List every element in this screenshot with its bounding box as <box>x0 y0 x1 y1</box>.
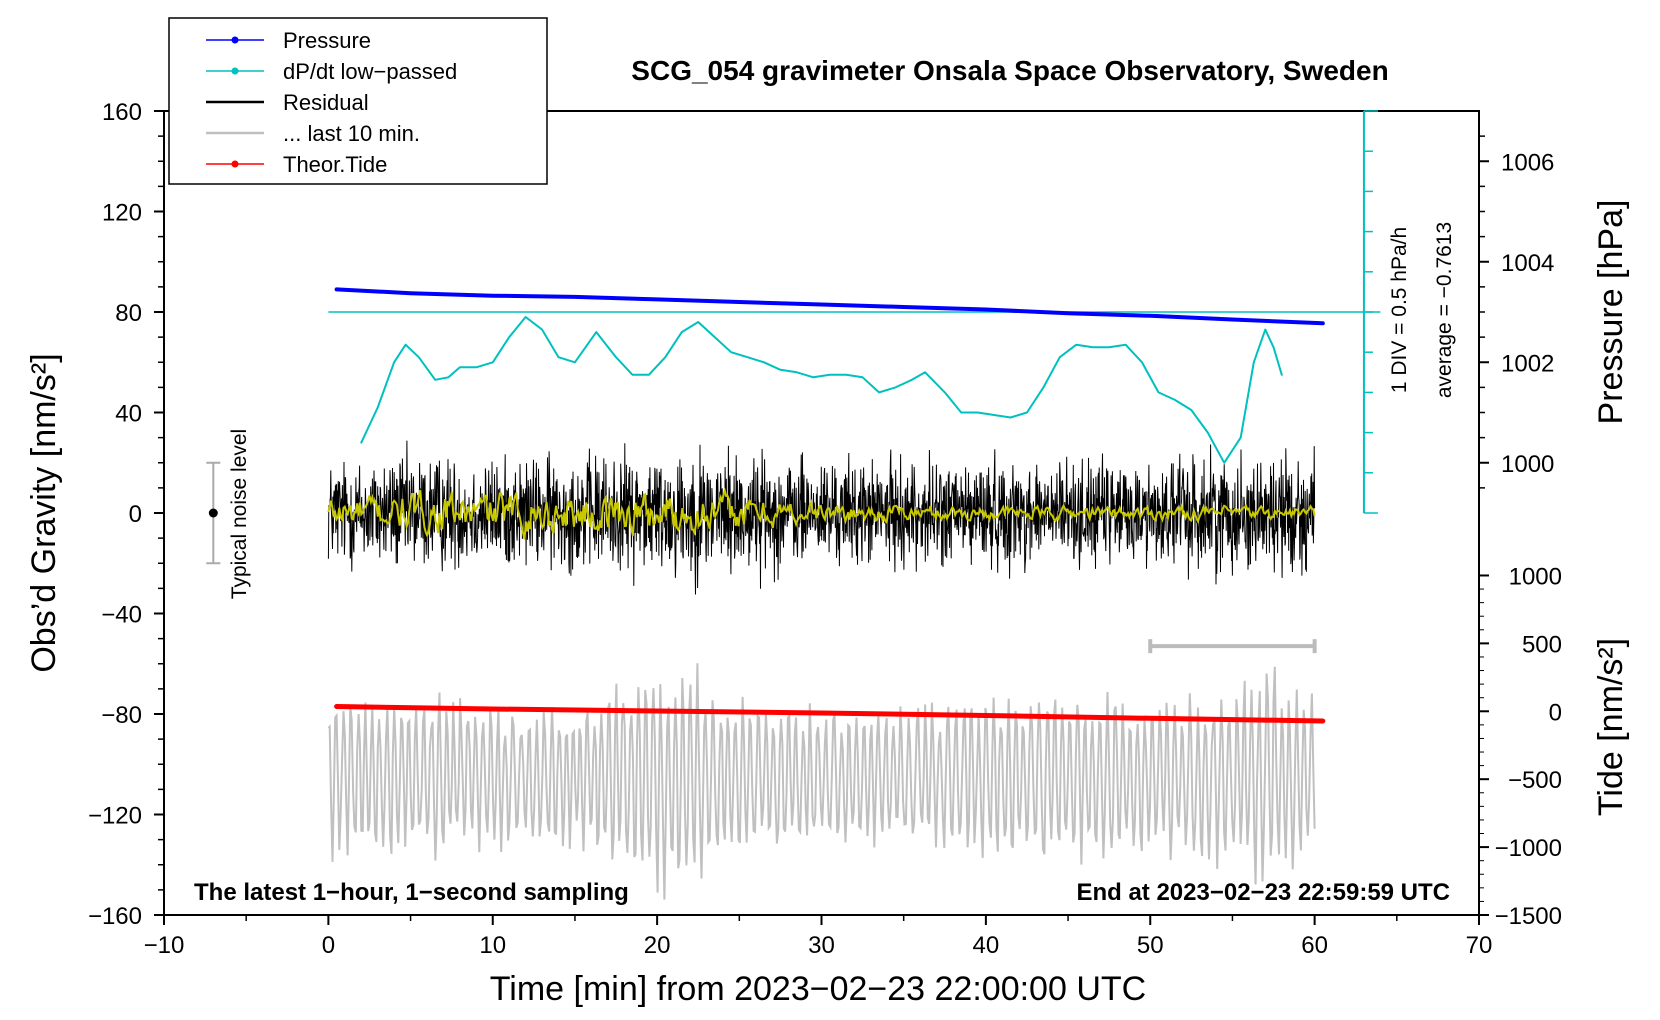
x-tick-label: 20 <box>644 932 671 959</box>
tide-tick-label: 1000 <box>1509 563 1562 590</box>
pressure-tick-label: 1000 <box>1501 451 1554 478</box>
legend: Pressure dP/dt low−passed Residual ... l… <box>168 17 548 185</box>
residual-smoothed-series <box>327 487 1316 540</box>
chart-title: SCG_054 gravimeter Onsala Space Observat… <box>631 55 1388 86</box>
y-axis-title-left: Obs’d Gravity [nm/s²] <box>25 353 63 672</box>
y-axis-title-tide: Tide [nm/s²] <box>1592 638 1630 816</box>
x-tick-label: −10 <box>144 932 185 959</box>
noise-error-point <box>208 508 218 518</box>
x-axis-title: Time [min] from 2023−02−23 22:00:00 UTC <box>490 970 1146 1008</box>
tide-tick-label: −1500 <box>1495 903 1562 930</box>
x-tick-label: 0 <box>322 932 335 959</box>
y-tick-label-left: −40 <box>101 602 142 629</box>
x-tick-label: 60 <box>1301 932 1328 959</box>
y-tick-label-left: −120 <box>88 803 142 830</box>
tide-tick-label: −1000 <box>1495 835 1562 862</box>
pressure-tick-label: 1004 <box>1501 250 1554 277</box>
dpdt-series <box>360 316 1283 464</box>
legend-label-last10: ... last 10 min. <box>283 121 420 146</box>
last10-series <box>327 663 1316 900</box>
x-tick-label: 30 <box>808 932 835 959</box>
pressure-tick-label: 1006 <box>1501 149 1554 176</box>
x-tick-label: 40 <box>973 932 1000 959</box>
x-tick-label: 70 <box>1466 932 1493 959</box>
legend-label-residual: Residual <box>283 90 369 115</box>
series-layer <box>206 110 1381 900</box>
y-tick-label-left: 40 <box>115 401 142 428</box>
x-tick-label: 50 <box>1137 932 1164 959</box>
tide-tick-label: 0 <box>1549 699 1562 726</box>
annotation-sampling: The latest 1−hour, 1−second sampling <box>194 879 629 906</box>
y-tick-label-left: 120 <box>102 200 142 227</box>
legend-label-pressure: Pressure <box>283 28 371 53</box>
legend-label-dpdt: dP/dt low−passed <box>283 59 457 84</box>
legend-marker-pressure <box>231 36 239 44</box>
residual-series <box>327 440 1316 595</box>
legend-label-tide: Theor.Tide <box>283 152 387 177</box>
x-tick-label: 10 <box>479 932 506 959</box>
annotation-end-time: End at 2023−02−23 22:59:59 UTC <box>1076 879 1450 906</box>
y-tick-label-left: 0 <box>129 501 142 528</box>
y-axis-title-pressure: Pressure [hPa] <box>1592 200 1630 425</box>
y-tick-label-left: 160 <box>102 99 142 126</box>
annotation-average: average = −0.7613 <box>1433 222 1456 398</box>
y-tick-label-left: −160 <box>88 903 142 930</box>
annotation-div-scale: 1 DIV = 0.5 hPa/h <box>1388 227 1411 393</box>
axis-ticks: −10 0 10 20 30 40 50 60 70 160 120 80 40 0 −40 −80 −120 −… <box>88 99 1562 959</box>
legend-marker-dpdt <box>231 67 239 75</box>
tide-tick-label: −500 <box>1508 767 1562 794</box>
pressure-series <box>334 287 1325 326</box>
y-tick-label-left: −80 <box>101 702 142 729</box>
pressure-tick-label: 1002 <box>1501 350 1554 377</box>
y-tick-label-left: 80 <box>115 300 142 327</box>
tide-tick-label: 500 <box>1522 631 1562 658</box>
annotation-noise-level: Typical noise level <box>228 429 251 599</box>
tide-series <box>334 704 1326 724</box>
legend-marker-tide <box>231 160 239 168</box>
